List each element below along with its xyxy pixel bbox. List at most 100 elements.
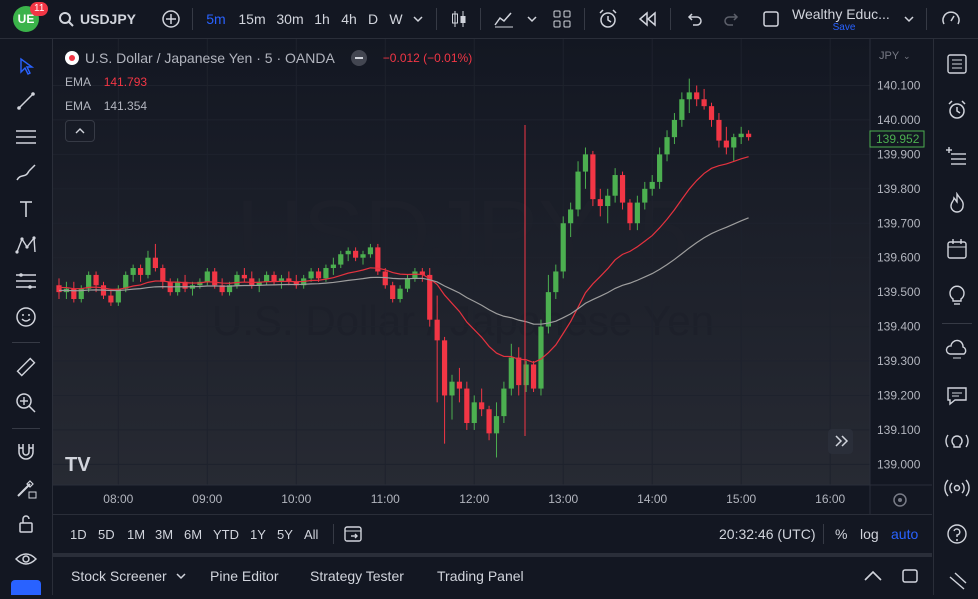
range-1d[interactable]: 1D (70, 526, 87, 542)
watchlist-button[interactable] (937, 46, 977, 82)
layout-dropdown[interactable] (898, 0, 920, 38)
range-1y[interactable]: 1Y (250, 526, 266, 542)
notifications-button[interactable] (937, 424, 977, 460)
candle-body (145, 257, 151, 275)
chevron-up-icon (75, 128, 85, 134)
layout-name-button[interactable]: Wealthy Educ... Save (792, 0, 896, 38)
separator (333, 524, 334, 544)
candle (627, 199, 633, 231)
ema-value: 141.793 (103, 75, 148, 89)
quick-search-button[interactable] (936, 0, 966, 38)
magnet-tool[interactable] (6, 435, 46, 469)
series-legend[interactable]: U.S. Dollar / Japanese Yen · 5 · OANDA −… (65, 50, 472, 66)
chats-button[interactable] (937, 378, 977, 414)
range-1m[interactable]: 1M (127, 526, 146, 542)
cursor-tool[interactable] (6, 49, 46, 83)
symbol-search-button[interactable]: USDJPY (58, 0, 138, 38)
candle (597, 188, 603, 217)
tab-stock-screener[interactable]: Stock Screener (71, 557, 187, 595)
ema-legend-1[interactable]: EMA 141.793 (65, 75, 147, 89)
market-status-icon[interactable] (350, 50, 367, 66)
hotlists-button[interactable] (937, 185, 977, 221)
candle-body (634, 202, 640, 224)
range-5y[interactable]: 5Y (277, 526, 293, 542)
ideas-button[interactable] (937, 277, 977, 313)
trend-line-tool[interactable] (6, 84, 46, 118)
favorites-toolbar-button[interactable] (11, 580, 41, 595)
log-scale-toggle[interactable]: log (860, 526, 879, 542)
streams-button[interactable] (937, 332, 977, 368)
interval-1h[interactable]: 1h (314, 11, 330, 27)
collapse-legend-button[interactable] (65, 120, 95, 142)
interval-dropdown[interactable] (408, 0, 428, 38)
help-button[interactable] (937, 516, 977, 552)
goto-date-button[interactable] (343, 515, 365, 553)
chart-pane[interactable]: USDJPY, 5 U.S. Dollar / Japanese Yen 140… (53, 39, 932, 514)
hide-drawings-tool[interactable] (6, 542, 46, 576)
fib-tool[interactable] (6, 120, 46, 154)
time-axis[interactable]: 08:00 09:00 10:00 11:00 12:00 13:00 14:00 15:00… (103, 492, 845, 506)
candle-body (204, 271, 210, 282)
candle-body (434, 319, 440, 341)
redo-button[interactable] (718, 0, 746, 38)
price-chart[interactable]: USDJPY, 5 U.S. Dollar / Japanese Yen 140… (53, 39, 932, 514)
object-tree-button[interactable] (937, 139, 977, 175)
tradingview-logo-button[interactable]: UE 11 (8, 0, 49, 38)
ruler-tool[interactable] (6, 350, 46, 384)
collapse-panel-button[interactable] (863, 557, 883, 595)
range-all[interactable]: All (304, 526, 319, 542)
ema-legend-2[interactable]: EMA 141.354 (65, 99, 147, 113)
utc-clock[interactable]: 20:32:46 (UTC) (719, 526, 816, 542)
percent-scale-toggle[interactable]: % (835, 526, 848, 542)
text-tool[interactable] (6, 192, 46, 226)
chart-type-button[interactable] (446, 0, 472, 38)
interval-4h[interactable]: 4h (341, 11, 357, 27)
interval-30m[interactable]: 30m (276, 11, 304, 27)
alerts-button[interactable] (937, 92, 977, 128)
candle-body (508, 357, 514, 389)
range-5d[interactable]: 5D (98, 526, 115, 542)
zoom-tool[interactable] (6, 386, 46, 420)
templates-button[interactable] (548, 0, 576, 38)
indicators-button[interactable] (490, 0, 518, 38)
undo-button[interactable] (680, 0, 708, 38)
currency-label[interactable]: JPY (879, 50, 900, 62)
candle (679, 92, 685, 127)
candle (612, 168, 618, 203)
indicators-dropdown[interactable] (522, 0, 542, 38)
brush-tool[interactable] (6, 156, 46, 190)
live-stream-button[interactable] (937, 470, 977, 506)
compare-symbol-button[interactable] (158, 0, 184, 38)
range-6m[interactable]: 6M (184, 526, 203, 542)
tab-strategy-tester[interactable]: Strategy Tester (310, 568, 404, 584)
tab-trading-panel[interactable]: Trading Panel (437, 568, 524, 584)
maximize-panel-button[interactable] (901, 557, 919, 595)
stay-in-drawing-tool[interactable] (6, 471, 46, 505)
interval-5m[interactable]: 5m (206, 11, 226, 27)
calendar-button[interactable] (937, 231, 977, 267)
zoom-in-icon (16, 393, 36, 413)
broadcast-icon (944, 479, 970, 497)
interval-w[interactable]: W (389, 11, 403, 27)
price-axis[interactable]: 140.100 140.000 139.900 139.800 139.700 139.6… (877, 78, 921, 471)
chart-settings-button[interactable] (893, 493, 907, 507)
alert-button[interactable] (594, 0, 622, 38)
range-3m[interactable]: 3M (155, 526, 174, 542)
price-tick-label: 139.000 (877, 457, 921, 471)
emoji-tool[interactable] (6, 300, 46, 334)
tab-pine-editor[interactable]: Pine Editor (210, 568, 279, 584)
interval-d[interactable]: D (367, 11, 379, 27)
prediction-tool[interactable] (6, 264, 46, 298)
scroll-to-realtime-button[interactable] (828, 429, 853, 454)
interval-15m[interactable]: 15m (238, 11, 266, 27)
lock-tool[interactable] (6, 507, 46, 541)
pattern-tool[interactable] (6, 228, 46, 262)
candle (664, 130, 670, 162)
range-ytd[interactable]: YTD (213, 526, 239, 542)
select-layout-button[interactable] (758, 0, 784, 38)
replay-button[interactable] (634, 0, 662, 38)
chevron-down-icon (527, 16, 537, 23)
plus-circle-icon (162, 10, 180, 28)
more-button[interactable] (937, 562, 977, 598)
auto-scale-toggle[interactable]: auto (891, 526, 919, 542)
